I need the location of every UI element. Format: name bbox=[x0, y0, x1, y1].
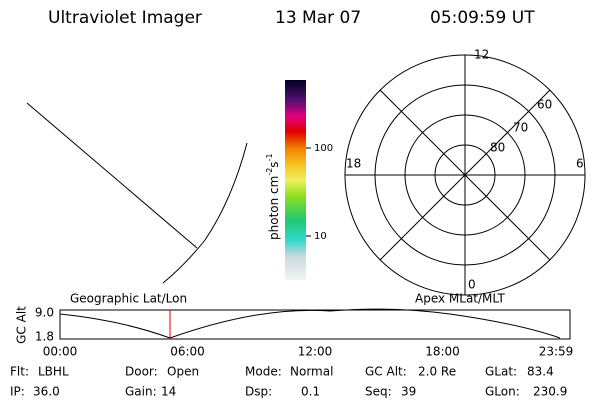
info-value: 14 bbox=[161, 385, 176, 399]
time: 05:09:59 UT bbox=[430, 8, 535, 28]
timeline-box bbox=[59, 309, 571, 340]
info-label: Door: bbox=[125, 365, 158, 379]
spoke bbox=[379, 89, 551, 261]
mlt-label: 6 bbox=[576, 157, 584, 171]
info-label: GC Alt: bbox=[365, 365, 407, 379]
info-label: Gain: bbox=[125, 385, 157, 399]
info-panel: Flt: LBHL Door: Open Mode: Normal GC Alt: 2.0 R… bbox=[10, 365, 567, 399]
terminator bbox=[162, 142, 248, 284]
info-label: Seq: bbox=[365, 385, 392, 399]
info-value: LBHL bbox=[38, 365, 69, 379]
colorbar-tick-label: 10 bbox=[314, 231, 327, 242]
info-label: Flt: bbox=[10, 365, 29, 379]
info-label: GLat: bbox=[485, 365, 517, 379]
timeline-label: Geographic Lat/Lon bbox=[70, 292, 187, 306]
info-value: 230.9 bbox=[533, 385, 567, 399]
timeline-label: Apex MLat/MLT bbox=[415, 292, 505, 306]
timeline-x-tick: 06:00 bbox=[170, 345, 205, 359]
track-line bbox=[26, 102, 198, 249]
mlt-label: 0 bbox=[468, 278, 476, 292]
colorbar-tick-label: 100 bbox=[314, 143, 333, 154]
exponent: -1 bbox=[265, 153, 274, 161]
colorbar-label: photon cm-2s-1 bbox=[265, 153, 281, 240]
info-value: 83.4 bbox=[527, 365, 554, 379]
info-value: 36.0 bbox=[33, 385, 60, 399]
info-label: IP: bbox=[10, 385, 25, 399]
timeline-x-ticks: 00:00 06:00 12:00 18:00 23:59 bbox=[43, 345, 574, 359]
altitude-curve bbox=[59, 308, 561, 339]
info-value: 2.0 Re bbox=[418, 365, 456, 379]
unit: photon cm bbox=[267, 176, 281, 240]
timeline-x-tick: 12:00 bbox=[298, 345, 333, 359]
map-lines bbox=[26, 102, 248, 284]
info-value: Normal bbox=[290, 365, 333, 379]
timeline-y-tick: 9.0 bbox=[35, 306, 54, 320]
colorbar bbox=[285, 80, 306, 280]
exponent: -2 bbox=[265, 168, 274, 176]
polar-plot bbox=[344, 54, 586, 296]
lat-label: 70 bbox=[513, 121, 528, 135]
info-value: 39 bbox=[401, 385, 416, 399]
timeline-x-tick: 00:00 bbox=[43, 345, 78, 359]
info-value: Open bbox=[167, 365, 199, 379]
timeline-y-label: GC Alt bbox=[15, 306, 29, 344]
info-label: Dsp: bbox=[245, 385, 272, 399]
unit: s bbox=[267, 161, 281, 167]
timeline-x-tick: 18:00 bbox=[425, 345, 460, 359]
date: 13 Mar 07 bbox=[275, 8, 361, 28]
info-label: Mode: bbox=[245, 365, 282, 379]
lat-label: 80 bbox=[490, 141, 505, 155]
timeline-x-tick: 23:59 bbox=[539, 345, 574, 359]
info-value: 0.1 bbox=[301, 385, 320, 399]
lat-label: 60 bbox=[537, 98, 552, 112]
mlt-label: 12 bbox=[474, 48, 489, 62]
timeline-y-tick: 1.8 bbox=[35, 330, 54, 344]
info-label: GLon: bbox=[485, 385, 520, 399]
title: Ultraviolet Imager bbox=[48, 8, 202, 28]
mlt-label: 18 bbox=[346, 157, 361, 171]
